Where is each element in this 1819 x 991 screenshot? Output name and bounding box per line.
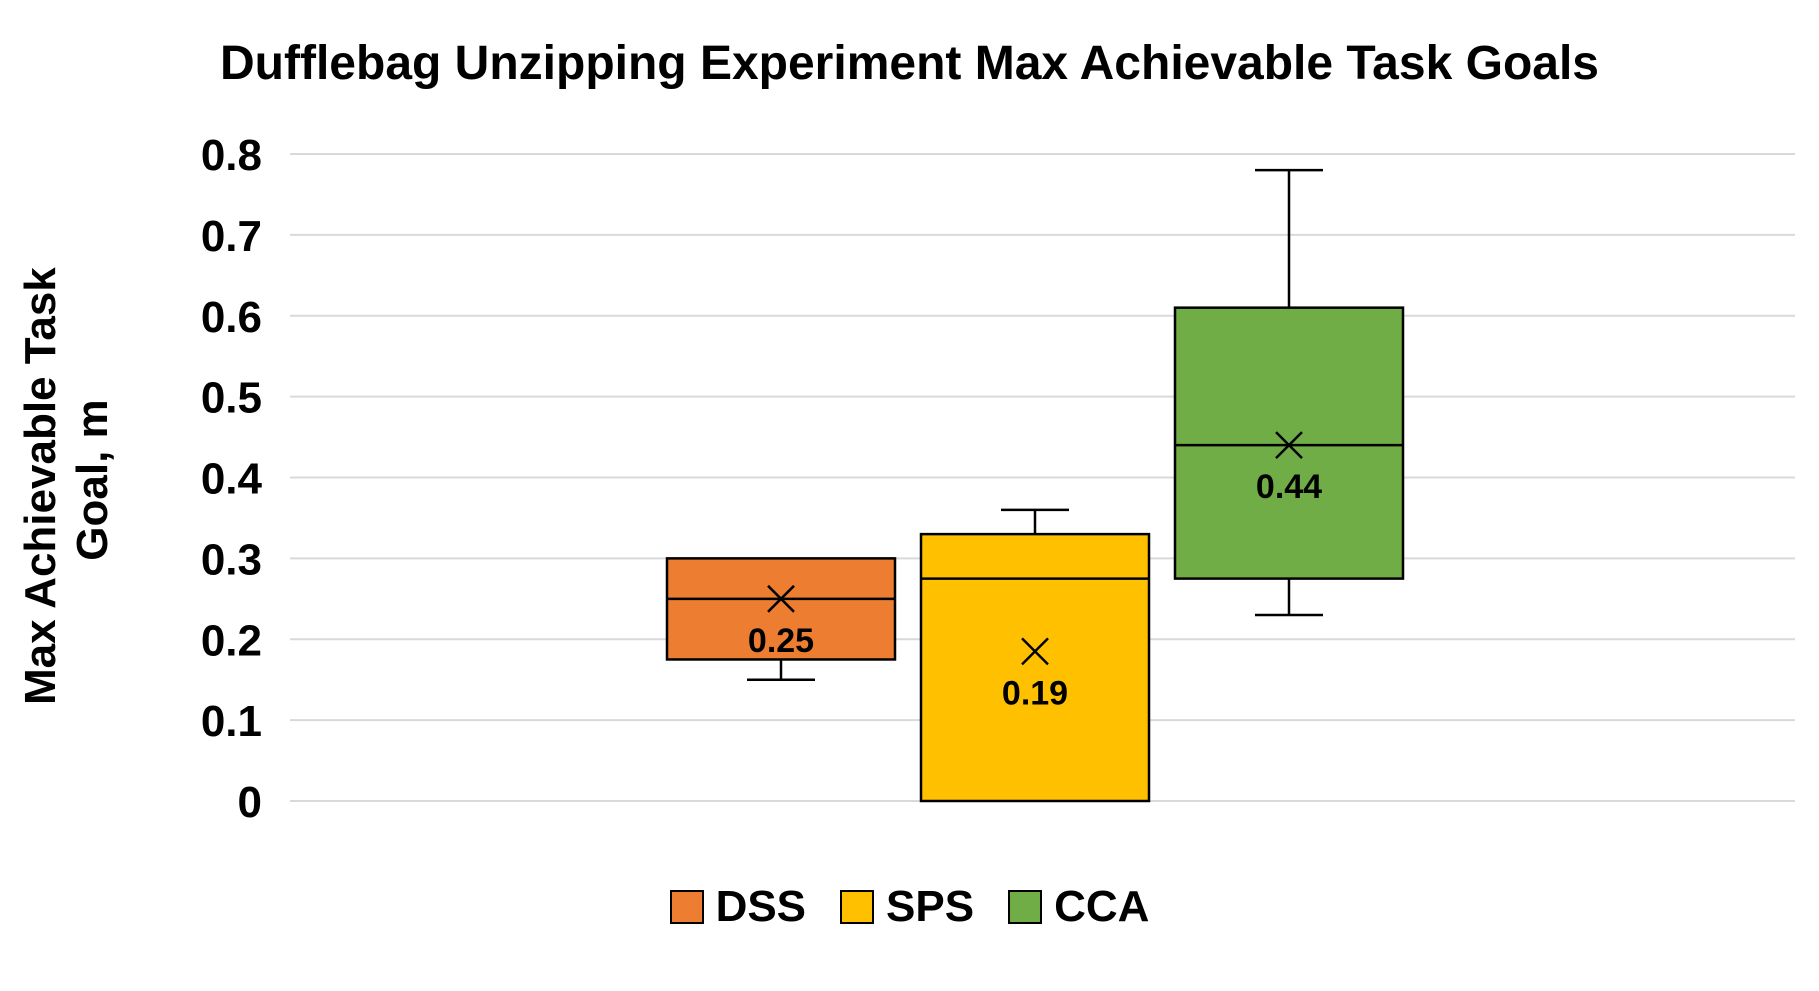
legend-label: DSS bbox=[715, 882, 807, 931]
y-tick-label: 0.8 bbox=[201, 131, 262, 180]
legend-swatch bbox=[1008, 890, 1043, 924]
mean-data-label: 0.44 bbox=[1256, 468, 1322, 506]
y-tick-label: 0.4 bbox=[201, 455, 263, 504]
y-tick-label: 0 bbox=[238, 778, 262, 827]
y-axis-title-line-2: Goal, m bbox=[68, 399, 117, 560]
legend-label: SPS bbox=[886, 882, 975, 931]
y-tick-label: 0.2 bbox=[201, 616, 262, 665]
legend-swatch bbox=[669, 890, 704, 924]
legend-swatch bbox=[840, 890, 875, 924]
y-tick-label: 0.1 bbox=[201, 697, 262, 746]
box-cca: 0.44 bbox=[1173, 168, 1405, 617]
mean-data-label: 0.19 bbox=[1002, 674, 1068, 712]
iqr-box bbox=[919, 532, 1151, 803]
legend: DSS SPS CCA bbox=[0, 882, 1819, 932]
iqr-box bbox=[1173, 306, 1405, 580]
mean-marker bbox=[767, 584, 795, 613]
box-sps: 0.19 bbox=[919, 508, 1151, 803]
box-plots: 0.25 0.19 0.44 bbox=[665, 168, 1405, 803]
mean-marker bbox=[1021, 637, 1049, 666]
legend-item-dss: DSS bbox=[669, 882, 807, 932]
iqr-box bbox=[665, 557, 897, 661]
y-tick-label: 0.7 bbox=[201, 212, 262, 261]
box-dss: 0.25 bbox=[665, 557, 897, 681]
chart-title: Dufflebag Unzipping Experiment Max Achie… bbox=[220, 37, 1599, 90]
y-tick-label: 0.6 bbox=[201, 293, 262, 342]
y-axis-title: Max Achievable Task Goal, m bbox=[16, 255, 117, 705]
legend-label: CCA bbox=[1054, 882, 1150, 931]
mean-marker bbox=[1275, 431, 1303, 460]
mean-data-label: 0.25 bbox=[748, 622, 814, 660]
y-tick-label: 0.3 bbox=[201, 535, 262, 584]
y-axis-ticks: 0 0.1 0.2 0.3 0.4 0.5 0.6 0.7 0.8 bbox=[201, 131, 263, 827]
legend-item-cca: CCA bbox=[1008, 882, 1149, 932]
y-axis-title-line-1: Max Achievable Task bbox=[16, 267, 65, 705]
y-tick-label: 0.5 bbox=[201, 374, 262, 423]
legend-item-sps: SPS bbox=[840, 882, 974, 932]
